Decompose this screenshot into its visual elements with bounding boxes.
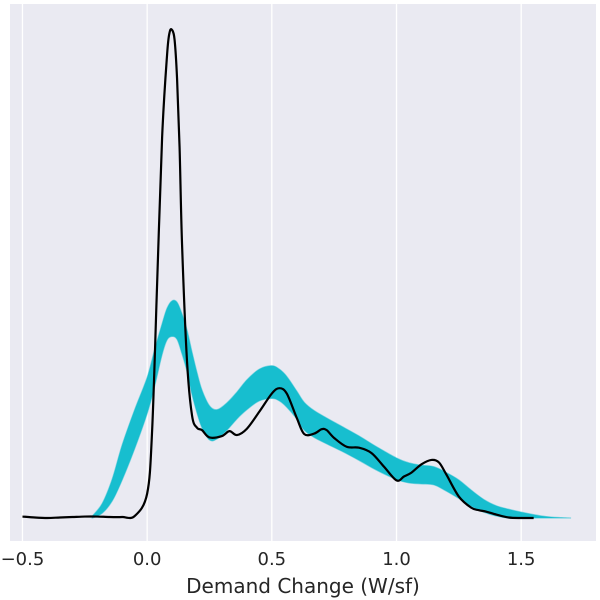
x-tick-label: 0.5 [258, 549, 287, 570]
observed-density-curve [22, 28, 534, 520]
x-tick-label: 0.0 [133, 549, 162, 570]
plot-background [10, 4, 596, 541]
x-axis-label: Demand Change (W/sf) [186, 574, 420, 598]
x-tick-label: −0.5 [1, 549, 45, 570]
x-axis-ticks: −0.5 0.0 0.5 1.0 1.5 [1, 549, 536, 570]
x-tick-label: 1.0 [382, 549, 411, 570]
x-tick-label: 1.5 [507, 549, 536, 570]
observed-line [22, 28, 534, 520]
grid-lines [21, 4, 522, 541]
